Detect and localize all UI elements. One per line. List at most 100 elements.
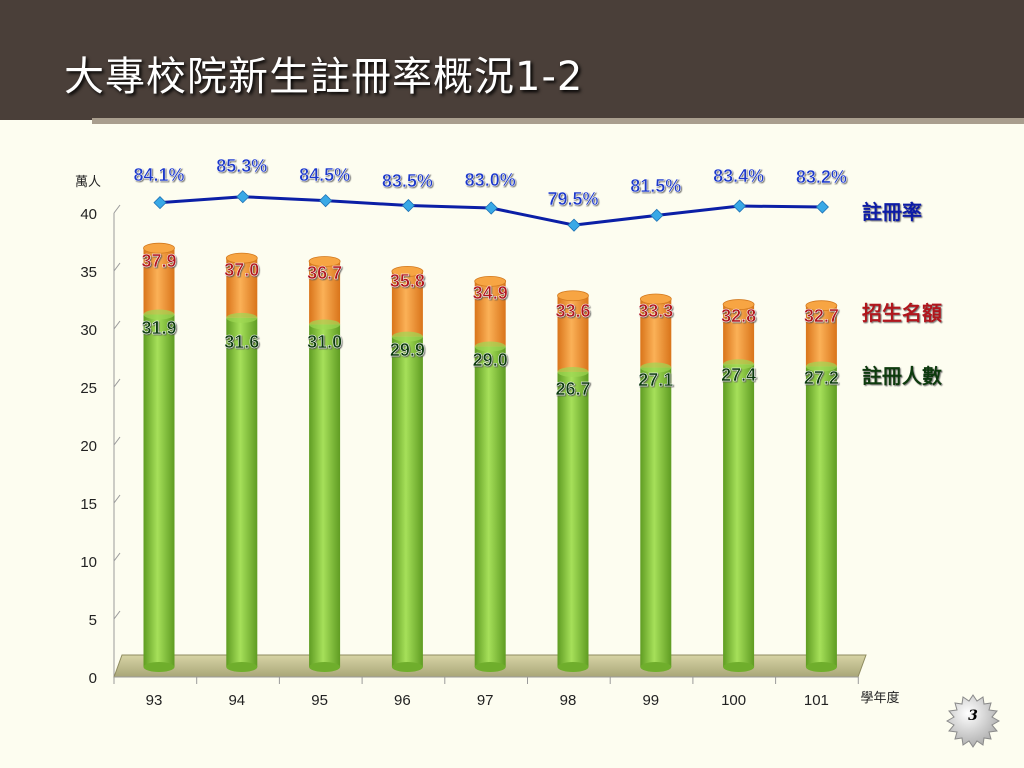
bar-enrolled-base <box>309 662 341 672</box>
rate-marker <box>153 196 167 210</box>
bar-quota <box>557 295 589 372</box>
bar-quota-top <box>639 293 672 305</box>
rate-data-label: 84.1% <box>133 165 184 185</box>
rate-data-label: 83.0% <box>465 170 516 190</box>
y-tick-mark <box>113 378 121 388</box>
quota-data-label: 33.6 <box>555 301 590 321</box>
quota-data-label: 32.8 <box>721 306 756 326</box>
quota-data-label: 37.9 <box>141 251 176 271</box>
rate-marker <box>650 208 664 222</box>
rate-marker <box>236 190 250 204</box>
bar-enrolled-base <box>805 662 837 672</box>
bar-quota <box>309 261 341 325</box>
quota-data-label: 33.3 <box>638 301 673 321</box>
bar-quota-top <box>474 275 507 287</box>
rate-data-label: 81.5% <box>630 176 681 196</box>
bar-quota-top <box>308 256 341 267</box>
legend-rate: 註冊率 <box>862 200 922 224</box>
bar-enrolled-top <box>723 359 755 370</box>
bar-enrolled-top <box>640 362 672 373</box>
title-underline <box>92 118 1024 124</box>
bar-enrolled-top <box>226 312 258 323</box>
bar-quota <box>474 281 506 347</box>
enrolled-data-label: 26.7 <box>555 379 590 399</box>
x-tick-label: 100 <box>721 692 746 709</box>
rate-marker <box>567 218 581 232</box>
bar-quota-top <box>225 252 258 264</box>
rate-marker <box>733 199 747 213</box>
quota-data-label: 34.9 <box>473 283 508 303</box>
bar-quota-top <box>722 299 755 310</box>
bar-quota <box>391 271 423 337</box>
bar-enrolled <box>226 317 258 667</box>
x-tick-label: 99 <box>642 692 659 709</box>
enrolled-data-label: 31.6 <box>224 332 259 352</box>
bar-enrolled-top <box>391 331 423 342</box>
bar-quota <box>143 248 175 315</box>
bar-quota <box>723 304 755 365</box>
y-tick-mark <box>113 552 121 562</box>
y-tick-mark <box>113 436 121 446</box>
enrolled-data-label: 27.1 <box>638 370 673 390</box>
bar-enrolled <box>805 366 837 667</box>
quota-data-label: 35.8 <box>390 271 425 291</box>
bar-enrolled <box>391 336 423 667</box>
y-tick-mark <box>113 610 121 620</box>
enrolled-data-label: 27.4 <box>721 365 756 385</box>
quota-data-label: 37.0 <box>224 260 259 280</box>
title-bar <box>0 0 1024 120</box>
x-tick-label: 95 <box>311 692 328 709</box>
bar-enrolled <box>309 324 341 667</box>
y-tick-label: 20 <box>80 438 97 455</box>
enrolled-data-label: 29.0 <box>473 350 508 370</box>
bar-enrolled-top <box>805 361 837 372</box>
bar-enrolled-base <box>557 662 589 672</box>
bar-enrolled-base <box>474 662 506 672</box>
bar-enrolled-top <box>309 319 341 330</box>
rate-data-label: 84.5% <box>299 165 350 185</box>
rate-data-label: 85.3% <box>216 156 267 176</box>
rate-marker <box>319 194 333 208</box>
page-number: 3 <box>968 708 978 724</box>
y-tick-label: 40 <box>80 206 97 223</box>
bar-enrolled <box>143 314 175 667</box>
rate-marker <box>815 200 829 214</box>
y-axis-label: 萬人 <box>75 175 101 190</box>
x-tick-label: 101 <box>804 692 829 709</box>
enrolled-data-label: 31.9 <box>141 318 176 338</box>
bar-enrolled <box>474 346 506 667</box>
rate-data-label: 83.5% <box>382 171 433 191</box>
y-tick-label: 25 <box>80 380 97 397</box>
page-number-badge <box>946 694 1000 748</box>
rate-data-label: 83.2% <box>796 167 847 187</box>
rate-data-label: 83.4% <box>713 166 764 186</box>
y-tick-mark <box>113 494 121 504</box>
bar-quota-top <box>805 300 838 312</box>
x-tick-label: 94 <box>228 692 245 709</box>
x-tick-label: 98 <box>560 692 577 709</box>
quota-data-label: 36.7 <box>307 263 342 283</box>
x-tick-label: 93 <box>146 692 163 709</box>
bar-enrolled-base <box>640 662 672 672</box>
bar-enrolled-base <box>391 662 423 672</box>
bar-enrolled-base <box>143 662 175 672</box>
rate-marker <box>484 201 498 215</box>
bar-quota-top <box>391 266 424 277</box>
bar-enrolled <box>557 371 589 667</box>
bar-enrolled-top <box>557 366 589 377</box>
bar-quota <box>640 299 672 368</box>
bar-enrolled <box>723 364 755 667</box>
y-tick-mark <box>113 320 121 330</box>
enrolled-data-label: 31.0 <box>307 332 342 352</box>
bar-quota <box>226 258 258 318</box>
y-tick-label: 10 <box>80 554 97 571</box>
bar-quota-top <box>557 290 589 302</box>
legend-quota: 招生名額 <box>862 301 942 325</box>
enrolled-data-label: 29.9 <box>390 340 425 360</box>
y-tick-label: 30 <box>80 322 97 339</box>
bar-enrolled-base <box>723 662 755 672</box>
rate-data-label: 79.5% <box>547 189 598 209</box>
rate-marker <box>401 198 415 213</box>
bar-quota-top <box>143 242 175 254</box>
